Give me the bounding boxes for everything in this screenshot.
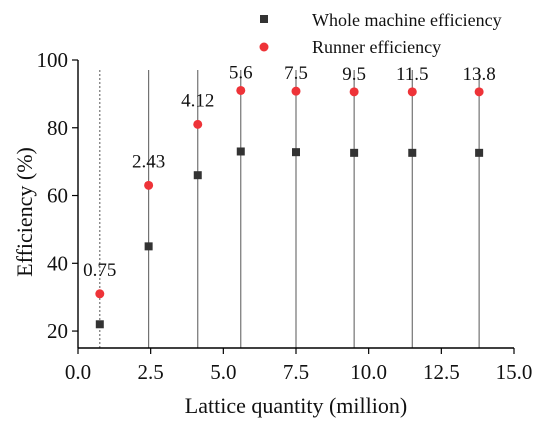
runner-point <box>474 87 484 97</box>
runner-point <box>291 86 301 96</box>
legend-label-whole-machine: Whole machine efficiency <box>312 10 502 30</box>
y-tick-label: 100 <box>37 48 69 72</box>
y-tick-label: 20 <box>47 319 68 343</box>
y-axis-ticks: 20 40 60 80 100 <box>37 48 78 343</box>
x-tick-label: 0.0 <box>65 360 91 384</box>
x-tick-label: 10.0 <box>350 360 387 384</box>
whole-machine-point <box>408 148 417 157</box>
data-points <box>95 85 484 329</box>
runner-point <box>95 289 105 299</box>
runner-point <box>144 180 154 190</box>
x-tick-label: 7.5 <box>283 360 309 384</box>
vertical-guide-lines <box>99 70 480 348</box>
legend-marker-whole-machine <box>260 15 268 23</box>
point-label: 0.75 <box>83 260 116 281</box>
y-axis-title: Efficiency (%) <box>12 147 37 277</box>
x-tick-label: 2.5 <box>138 360 164 384</box>
point-label: 2.43 <box>132 151 165 172</box>
legend-marker-runner <box>259 42 269 52</box>
runner-point <box>193 119 203 129</box>
point-label: 9.5 <box>342 64 366 85</box>
whole-machine-point <box>292 148 300 157</box>
point-label: 4.12 <box>181 90 214 111</box>
legend: Whole machine efficiency Runner efficien… <box>259 10 502 57</box>
x-tick-label: 5.0 <box>210 360 236 384</box>
x-axis-title: Lattice quantity (million) <box>185 393 407 418</box>
y-tick-label: 60 <box>47 184 68 208</box>
y-tick-label: 40 <box>47 251 68 275</box>
whole-machine-point <box>236 147 245 156</box>
point-label: 13.8 <box>462 64 495 85</box>
point-label: 11.5 <box>396 64 429 85</box>
whole-machine-point <box>95 320 104 329</box>
x-tick-label: 12.5 <box>423 360 460 384</box>
whole-machine-point <box>350 148 359 157</box>
legend-label-runner: Runner efficiency <box>312 37 441 57</box>
x-tick-label: 15.0 <box>496 360 533 384</box>
runner-point <box>349 87 359 97</box>
point-labels: 0.75 2.43 4.12 5.6 7.5 9.5 11.5 13.8 <box>83 62 496 280</box>
whole-machine-point <box>144 242 153 251</box>
runner-point <box>236 85 246 95</box>
whole-machine-point <box>475 148 484 157</box>
x-axis-ticks: 0.0 2.5 5.0 7.5 10.0 12.5 15.0 <box>65 348 533 384</box>
point-label: 5.6 <box>229 62 253 83</box>
runner-point <box>407 87 417 97</box>
y-tick-label: 80 <box>47 116 68 140</box>
whole-machine-point <box>193 171 202 180</box>
point-label: 7.5 <box>284 63 308 84</box>
